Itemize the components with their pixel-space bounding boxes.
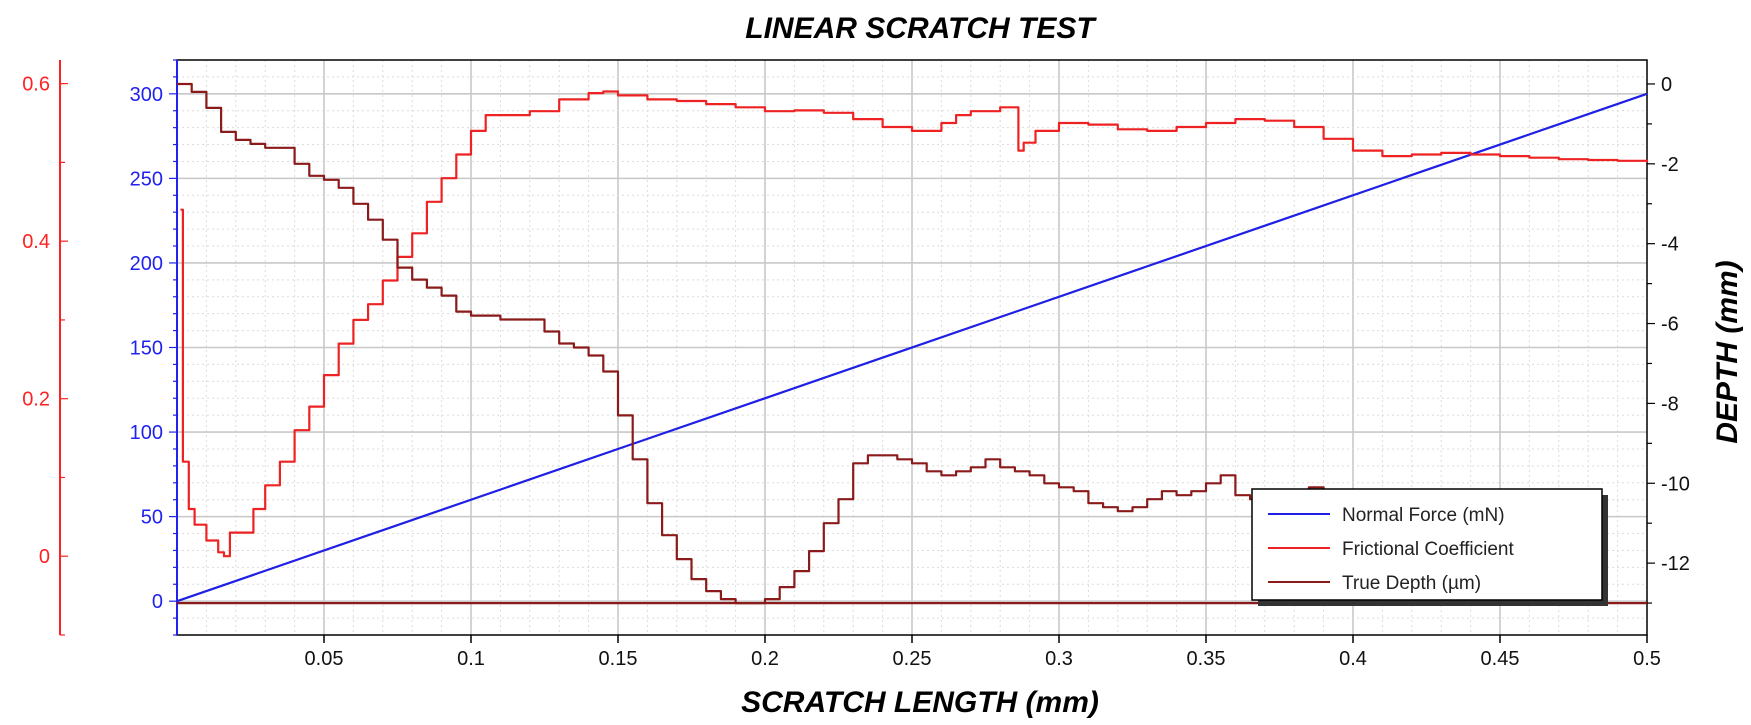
normal-force-tick-label: 150 [130, 338, 163, 360]
legend-label-frictional-coefficient: Frictional Coefficient [1342, 539, 1515, 560]
x-tick-label: 0.3 [1045, 648, 1073, 670]
x-tick-label: 0.15 [599, 648, 638, 670]
depth-tick-label: -6 [1661, 314, 1679, 336]
x-tick-label: 0.1 [457, 648, 485, 670]
depth-tick-label: -2 [1661, 154, 1679, 176]
coef-tick-label: 0 [39, 546, 50, 568]
depth-tick-label: -10 [1661, 473, 1690, 495]
x-tick-label: 0.35 [1187, 648, 1226, 670]
series-frictional-coefficient [180, 90, 1649, 558]
depth-tick-label: 0 [1661, 74, 1672, 96]
normal-force-tick-label: 200 [130, 253, 163, 275]
legend-label-normal-force: Normal Force (mN) [1342, 505, 1505, 526]
depth-tick-label: -8 [1661, 393, 1679, 415]
legend-label-true-depth: True Depth (µm) [1342, 573, 1481, 594]
x-tick-label: 0.2 [751, 648, 779, 670]
normal-force-tick-label: 100 [130, 422, 163, 444]
depth-tick-label: -12 [1661, 553, 1690, 575]
coef-tick-label: 0.2 [22, 389, 50, 411]
normal-force-tick-label: 250 [130, 168, 163, 190]
normal-force-tick-label: 300 [130, 84, 163, 106]
x-tick-label: 0.45 [1481, 648, 1520, 670]
legend: Normal Force (mN) Frictional Coefficient… [1251, 488, 1608, 606]
normal-force-tick-label: 50 [141, 507, 163, 529]
series-normal-force-mn [176, 92, 1648, 603]
depth-axis: 0 -2 -4 -6 -8 -10 -12 [1647, 74, 1690, 604]
x-tick-label: 0.5 [1633, 648, 1661, 670]
normal-force-axis: 0 50 100 150 200 250 300 [130, 59, 178, 636]
x-tick-label: 0.25 [893, 648, 932, 670]
coef-tick-label: 0.4 [22, 231, 50, 253]
x-tick-label: 0.4 [1339, 648, 1367, 670]
depth-axis-title: DEPTH (mm) [1711, 260, 1744, 443]
coef-tick-label: 0.6 [22, 74, 50, 96]
depth-tick-label: -4 [1661, 234, 1679, 256]
chart-title: LINEAR SCRATCH TEST [745, 12, 1097, 45]
x-axis: 0.05 0.1 0.15 0.2 0.25 0.3 0.35 0.4 0.45 0.5 [305, 635, 1661, 670]
x-axis-title: SCRATCH LENGTH (mm) [741, 686, 1099, 719]
normal-force-tick-label: 0 [152, 591, 163, 613]
frictional-coefficient-axis: 0 0.2 0.4 0.6 [22, 60, 68, 636]
x-tick-label: 0.05 [305, 648, 344, 670]
